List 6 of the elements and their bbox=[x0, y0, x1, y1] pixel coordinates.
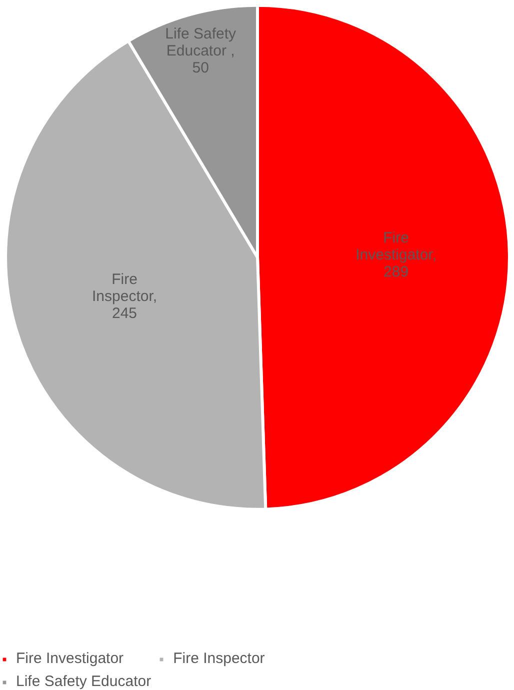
legend-label: Fire Inspector bbox=[173, 650, 265, 667]
data-label: Life Safety Educator , 50 bbox=[165, 26, 237, 77]
data-label: Fire Investigator, 289 bbox=[356, 230, 437, 281]
data-label: Fire Inspector, 245 bbox=[92, 270, 158, 322]
legend-label: Fire Investigator bbox=[16, 650, 124, 667]
legend-label: Life Safety Educator bbox=[16, 673, 152, 690]
